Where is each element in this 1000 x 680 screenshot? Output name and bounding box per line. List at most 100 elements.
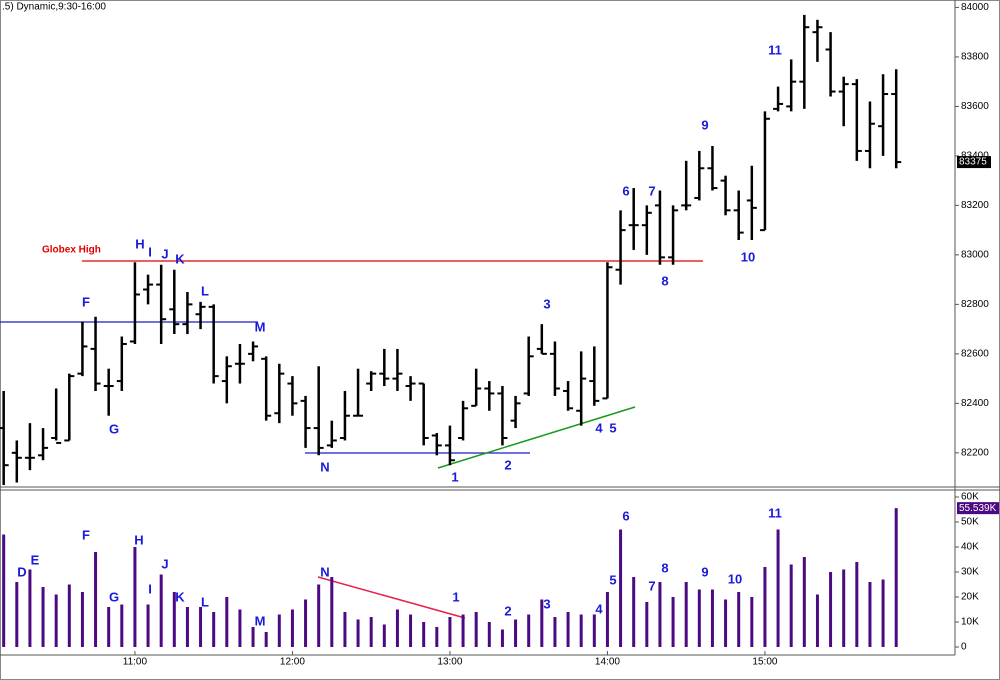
volume-bar bbox=[395, 609, 399, 647]
volume-bar bbox=[264, 632, 268, 647]
annotation: N bbox=[320, 564, 329, 579]
reference-label: Globex High bbox=[42, 245, 101, 256]
annotation: 5 bbox=[609, 572, 616, 587]
annotation: M bbox=[255, 613, 266, 628]
annotation: J bbox=[161, 246, 168, 261]
volume-bar bbox=[802, 557, 806, 647]
y-tick-label: 83800 bbox=[961, 52, 989, 63]
volume-bar bbox=[369, 617, 373, 647]
annotation: J bbox=[161, 556, 168, 571]
volume-bar bbox=[448, 617, 452, 647]
annotation: 6 bbox=[622, 183, 629, 198]
volume-bar bbox=[15, 582, 19, 647]
volume-bar bbox=[290, 609, 294, 647]
volume-bar bbox=[737, 592, 741, 647]
annotation: M bbox=[255, 319, 266, 334]
volume-bar bbox=[107, 607, 111, 647]
volume-bar bbox=[435, 627, 439, 647]
volume-bar bbox=[238, 609, 242, 647]
last-volume-box bbox=[957, 502, 999, 515]
volume-bar bbox=[658, 582, 662, 647]
last-price-box bbox=[957, 156, 991, 169]
annotation: L bbox=[201, 594, 209, 609]
annotation: 1 bbox=[452, 589, 459, 604]
volume-bar bbox=[317, 584, 321, 647]
x-tick-label: 13:00 bbox=[437, 657, 462, 668]
volume-bar bbox=[212, 612, 216, 647]
annotation: I bbox=[148, 244, 152, 259]
y-tick-label: 20K bbox=[961, 592, 979, 603]
y-tick-label: 83600 bbox=[961, 101, 989, 112]
volume-bar bbox=[146, 604, 150, 647]
annotation: L bbox=[201, 283, 209, 298]
volume-bar bbox=[855, 562, 859, 647]
annotation: H bbox=[135, 236, 144, 251]
annotation: K bbox=[175, 589, 185, 604]
annotation: 3 bbox=[543, 596, 550, 611]
y-tick-label: 82200 bbox=[961, 447, 989, 458]
chart-title: .5) Dynamic,9:30-16:00 bbox=[2, 2, 106, 13]
annotation: 11 bbox=[768, 42, 782, 57]
volume-bar bbox=[881, 579, 885, 647]
volume-bar bbox=[500, 629, 504, 647]
annotation: 6 bbox=[622, 508, 629, 523]
volume-bar bbox=[159, 574, 163, 647]
volume-bar bbox=[579, 614, 583, 647]
volume-bar bbox=[80, 592, 84, 647]
x-tick-label: 11:00 bbox=[123, 657, 148, 668]
volume-bar bbox=[540, 599, 544, 647]
annotation: F bbox=[82, 527, 90, 542]
volume-bar bbox=[605, 592, 609, 647]
volume-bar bbox=[41, 587, 45, 647]
annotation: 9 bbox=[701, 117, 708, 132]
volume-bar bbox=[343, 612, 347, 647]
volume-bar bbox=[684, 582, 688, 647]
volume-bar bbox=[592, 614, 596, 647]
volume-bar bbox=[251, 627, 255, 647]
y-tick-label: 0 bbox=[961, 642, 967, 653]
volume-bar bbox=[356, 619, 360, 647]
volume-bar bbox=[789, 564, 793, 647]
volume-bar bbox=[422, 622, 426, 647]
y-tick-label: 83000 bbox=[961, 250, 989, 261]
volume-bar bbox=[225, 597, 229, 647]
volume-bar bbox=[868, 582, 872, 647]
annotation: 3 bbox=[543, 296, 550, 311]
volume-bar bbox=[829, 572, 833, 647]
y-tick-label: 60K bbox=[961, 492, 979, 503]
volume-bar bbox=[382, 624, 386, 647]
volume-bar bbox=[474, 612, 478, 647]
annotation: 10 bbox=[728, 571, 742, 586]
annotation: 7 bbox=[648, 183, 655, 198]
price-panel bbox=[0, 14, 902, 485]
volume-bar bbox=[527, 614, 531, 647]
volume-bar bbox=[120, 604, 124, 647]
volume-bar bbox=[763, 567, 767, 647]
y-tick-label: 30K bbox=[961, 567, 979, 578]
volume-bar bbox=[815, 594, 819, 647]
annotation: 2 bbox=[504, 457, 511, 472]
annotation: 10 bbox=[741, 249, 755, 264]
volume-bar bbox=[28, 569, 32, 647]
volume-bar bbox=[566, 612, 570, 647]
volume-bar bbox=[461, 614, 465, 647]
annotation: F bbox=[82, 294, 90, 309]
x-tick-label: 15:00 bbox=[752, 657, 777, 668]
volume-bar bbox=[750, 597, 754, 647]
annotation: H bbox=[134, 532, 143, 547]
volume-bar bbox=[409, 614, 413, 647]
volume-bar bbox=[185, 607, 189, 647]
last-volume-label: 55.539K bbox=[959, 503, 997, 514]
annotation: 1 bbox=[451, 469, 458, 484]
annotation: 7 bbox=[648, 578, 655, 593]
volume-bar bbox=[671, 597, 675, 647]
volume-bar bbox=[514, 619, 518, 647]
volume-bar bbox=[724, 599, 728, 647]
annotation: 4 bbox=[595, 601, 603, 616]
volume-bar bbox=[330, 577, 334, 647]
volume-bar bbox=[172, 592, 176, 647]
volume-bar bbox=[632, 577, 636, 647]
volume-bar bbox=[54, 594, 58, 647]
volume-bar bbox=[697, 589, 701, 647]
